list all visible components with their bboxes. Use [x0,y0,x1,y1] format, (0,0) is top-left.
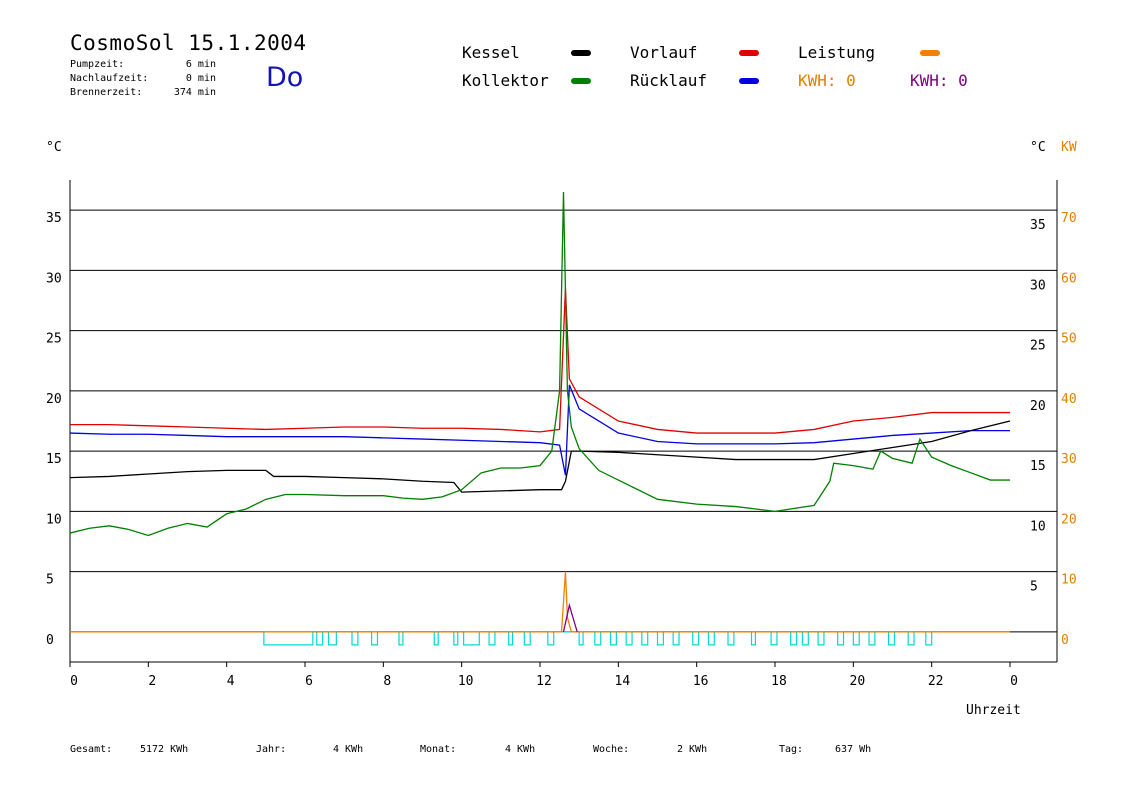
y-tick-label-kw: 20 [1061,512,1077,527]
legend-label-leistung: Leistung [798,43,876,62]
kwh-orange-label: KWH: 0 [798,71,856,90]
y-tick-label-kw: 70 [1061,211,1077,226]
series-line-leistung [70,571,1010,633]
stat-value: 6 min [185,59,216,70]
y-tick-label-left: 30 [46,271,62,286]
y-tick-label-right: 35 [1030,218,1046,233]
x-axis-label: Uhrzeit [966,703,1021,718]
stat-label: Brennerzeit: [70,87,143,98]
series-line-vorlauf [70,288,1010,434]
footer-gesamt-label: Gesamt: [70,744,113,755]
y-tick-label-left: 35 [46,211,62,226]
x-tick-label: 0 [1010,674,1018,689]
y-tick-label-left: 15 [46,452,62,467]
legend-swatch-kollektor [571,78,591,84]
y-axis-label-left: °C [46,140,62,155]
legend-label-ruecklauf: Rücklauf [630,71,708,90]
x-tick-label: 0 [70,674,78,689]
x-tick-label: 10 [458,674,474,689]
stat-row-pumpzeit: Pumpzeit: 6 min [70,58,216,72]
y-tick-label-kw: 0 [1061,633,1069,648]
x-tick-label: 20 [850,674,866,689]
stat-label: Pumpzeit: [70,59,125,70]
stat-value: 374 min [173,87,216,98]
y-tick-label-right: 5 [1030,580,1038,595]
legend-label-vorlauf: Vorlauf [630,43,698,62]
chart-title: CosmoSol 15.1.2004 [70,31,307,55]
footer-woche-value: 2 KWh [677,744,708,755]
weekday-label: Do [266,62,304,93]
x-tick-label: 2 [148,674,156,689]
stat-row-brennerzeit: Brennerzeit: 374 min [70,86,216,100]
burner-pulse-trace [70,631,1010,646]
y-tick-label-left: 20 [46,392,62,407]
footer-tag-value: 637 Wh [835,744,872,755]
x-tick-label: 4 [227,674,235,689]
series-line-kessel [69,420,1011,493]
y-tick-label-kw: 30 [1061,452,1077,467]
stats-block: Pumpzeit: 6 min Nachlaufzeit: 0 min Brenne… [70,58,216,100]
stat-row-nachlaufzeit: Nachlaufzeit: 0 min [70,72,216,86]
footer-jahr-label: Jahr: [256,744,287,755]
footer-jahr-value: 4 KWh [333,744,364,755]
y-tick-label-right: 30 [1030,278,1046,293]
x-tick-label: 22 [928,674,944,689]
series-line-kollektor [69,192,1010,537]
footer-monat-value: 4 KWh [505,744,536,755]
x-tick-label: 18 [771,674,787,689]
x-tick-label: 12 [536,674,552,689]
x-tick-label: 6 [305,674,313,689]
y-tick-label-kw: 40 [1061,392,1077,407]
legend-swatch-leistung [920,50,940,56]
series-line-ruecklauf [69,384,1010,476]
y-tick-label-kw: 10 [1061,573,1077,588]
x-tick-label: 14 [615,674,631,689]
kwh-purple-label: KWH: 0 [910,71,968,90]
footer-tag-label: Tag: [779,744,804,755]
y-tick-label-right: 20 [1030,399,1046,414]
y-axis-label-right: °C [1030,140,1046,155]
y-tick-label-left: 10 [46,512,62,527]
y-tick-label-left: 25 [46,332,62,347]
power-spike-purple [562,602,578,633]
stat-label: Nachlaufzeit: [70,73,149,84]
y-axis-label-kw: KW [1061,140,1077,155]
y-tick-label-right: 25 [1030,339,1046,354]
footer-woche-label: Woche: [593,744,630,755]
y-tick-label-left: 5 [46,573,54,588]
x-tick-label: 8 [383,674,391,689]
legend-swatch-kessel [571,50,591,56]
y-tick-label-kw: 60 [1061,271,1077,286]
legend-swatch-vorlauf [739,50,759,56]
y-tick-label-right: 10 [1030,519,1046,534]
y-tick-label-right: 15 [1030,459,1046,474]
legend-swatch-ruecklauf [739,78,759,84]
footer-monat-label: Monat: [420,744,457,755]
legend-label-kessel: Kessel [462,43,520,62]
y-tick-label-left: 0 [46,633,54,648]
footer-gesamt-value: 5172 KWh [140,744,189,755]
legend-label-kollektor: Kollektor [462,71,549,90]
x-tick-label: 16 [693,674,709,689]
y-tick-label-kw: 50 [1061,332,1077,347]
stat-value: 0 min [185,73,216,84]
